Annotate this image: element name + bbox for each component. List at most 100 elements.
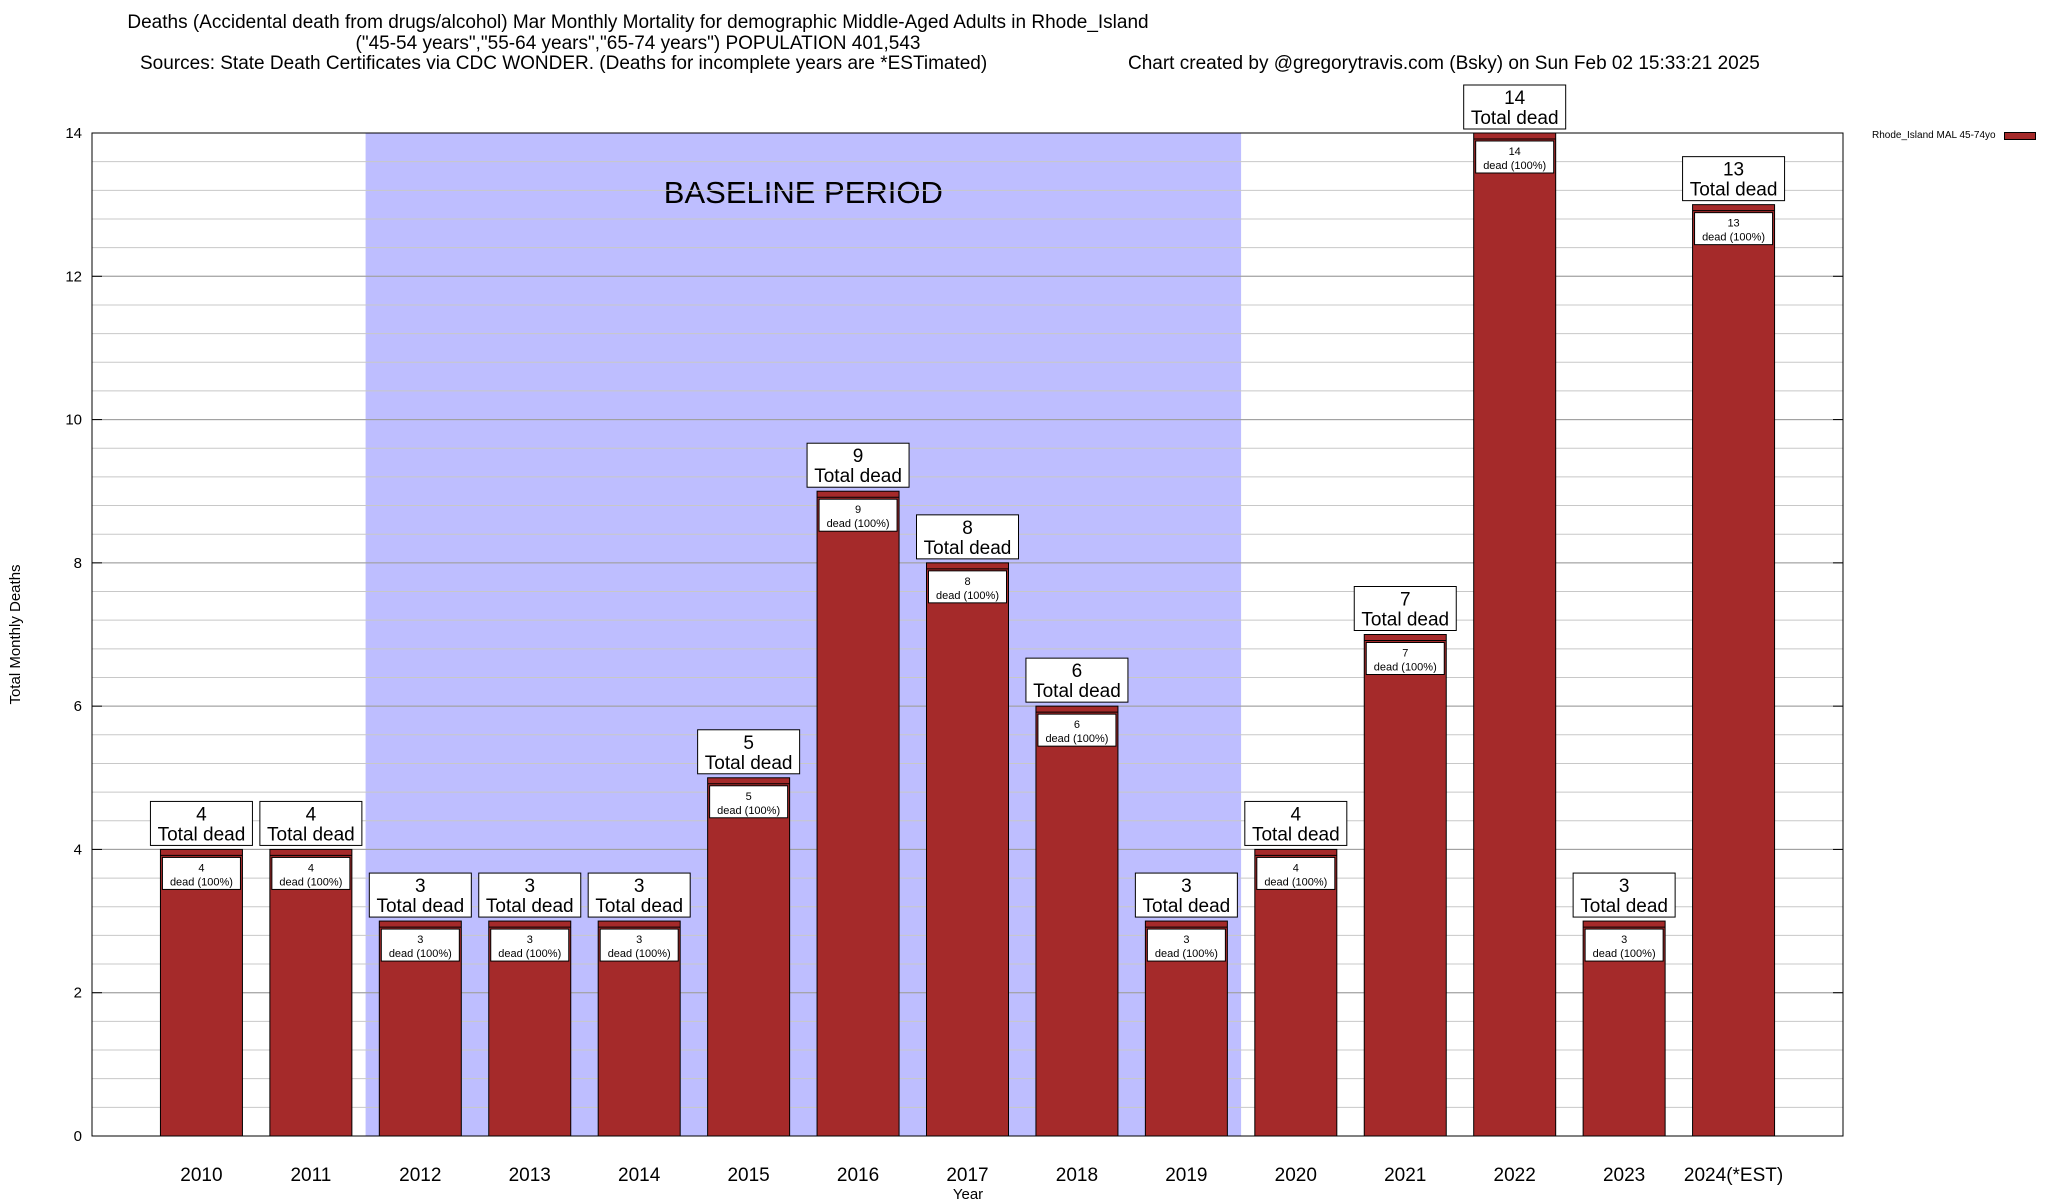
bar-total-value-label: 5 [743, 733, 754, 754]
bar [159, 848, 243, 1137]
bar-total-dead-label: Total dead [1580, 896, 1668, 917]
bar-inner-value-label: 7 [1402, 648, 1408, 660]
bar-inner-percent-label: dead (100%) [936, 590, 999, 602]
x-axis-label: Year [953, 1186, 983, 1200]
bar-inner-value-label: 5 [746, 791, 752, 803]
bar-total-label-box [149, 800, 253, 846]
bar-inner-value-label: 14 [1509, 146, 1521, 158]
bar [1473, 132, 1557, 1137]
bar-total-value-label: 3 [1619, 876, 1630, 897]
bar-total-dead-label: Total dead [1361, 610, 1449, 631]
chart-sources-note: Sources: State Death Certificates via CD… [140, 53, 988, 74]
bar-inner-value-label: 4 [308, 862, 314, 874]
x-tick-label: 2023 [1603, 1165, 1645, 1186]
bar-inner-percent-label: dead (100%) [389, 948, 452, 960]
bar-total-label-box [1244, 800, 1348, 846]
bar-inner-label-box [1694, 212, 1774, 246]
bar-inner-value-label: 3 [1183, 934, 1189, 946]
chart-title-line-2: ("45-54 years","55-64 years","65-74 year… [355, 33, 921, 54]
bar-total-label-box [1025, 657, 1129, 703]
y-tick-label: 0 [74, 1128, 82, 1145]
bar-inner-label-box [709, 785, 789, 819]
bar-inner-value-label: 13 [1727, 218, 1739, 230]
x-tick-label: 2011 [290, 1165, 331, 1186]
bar-inner-percent-label: dead (100%) [1593, 948, 1656, 960]
bar-inner-percent-label: dead (100%) [1155, 948, 1218, 960]
bar [707, 777, 791, 1137]
bar-total-dead-label: Total dead [1143, 896, 1231, 917]
bar-inner-value-label: 9 [855, 504, 861, 516]
bar-total-label-box [806, 442, 910, 488]
bar [1692, 204, 1776, 1137]
bar-inner-label-box [1256, 856, 1336, 890]
bar-total-value-label: 8 [962, 518, 973, 539]
bar [269, 848, 353, 1137]
bar-total-label-box [1572, 872, 1676, 918]
bar-inner-label-box [1584, 928, 1664, 962]
x-tick-label: 2015 [727, 1165, 769, 1186]
bar-total-label-box [1353, 586, 1457, 631]
x-tick-label: 2024(*EST) [1684, 1165, 1783, 1186]
bar-inner-label-box [1475, 140, 1555, 174]
x-tick-label: 2014 [618, 1165, 661, 1186]
y-tick-label: 14 [65, 125, 82, 142]
bar-inner-percent-label: dead (100%) [1702, 232, 1765, 244]
y-tick-label: 10 [65, 412, 82, 429]
x-tick-label: 2010 [180, 1165, 222, 1186]
bar [816, 490, 900, 1137]
bar-total-value-label: 3 [524, 876, 535, 897]
legend: Rhode_Island MAL 45-74yo [1872, 130, 2036, 141]
bar-total-value-label: 7 [1400, 590, 1411, 611]
bar-total-dead-label: Total dead [924, 538, 1012, 559]
bar-total-label-box [916, 514, 1019, 560]
bar-inner-percent-label: dead (100%) [170, 876, 233, 888]
bar-total-value-label: 4 [196, 804, 207, 825]
bar-inner-label-box [599, 928, 679, 962]
bar-total-dead-label: Total dead [814, 466, 902, 487]
bar-inner-value-label: 3 [1621, 934, 1627, 946]
y-tick-label: 6 [74, 698, 82, 715]
bar-total-dead-label: Total dead [267, 824, 355, 845]
legend-entry-label: Rhode_Island MAL 45-74yo [1872, 130, 1996, 141]
bar-inner-label-box [928, 570, 1007, 604]
bar-total-label-box [1463, 84, 1567, 130]
baseline-region-label: BASELINE PERIOD [664, 175, 943, 210]
bar [1254, 848, 1338, 1137]
bar-total-dead-label: Total dead [1033, 681, 1121, 702]
bar-inner-label-box [1037, 713, 1117, 747]
bar-inner-label-box [271, 856, 351, 890]
bar-total-label-box [368, 872, 472, 918]
y-tick-label: 2 [74, 985, 82, 1002]
bar-total-value-label: 3 [1181, 876, 1192, 897]
bar-total-dead-label: Total dead [595, 896, 683, 917]
bar-total-value-label: 6 [1072, 661, 1083, 682]
bar-total-label-box [697, 729, 801, 775]
bar-inner-label-box [380, 928, 460, 962]
bar-inner-percent-label: dead (100%) [1483, 160, 1546, 172]
y-axis-label: Total Monthly Deaths [7, 564, 24, 704]
bar-total-dead-label: Total dead [1471, 108, 1559, 129]
bar [1363, 634, 1447, 1137]
chart-credit-note: Chart created by @gregorytravis.com (Bsk… [1128, 53, 1760, 74]
bar [1035, 705, 1119, 1137]
y-tick-label: 8 [74, 555, 82, 572]
x-tick-label: 2019 [1165, 1165, 1207, 1186]
plot-border [91, 132, 1844, 1137]
bar-total-value-label: 3 [634, 876, 645, 897]
bar-inner-percent-label: dead (100%) [1374, 662, 1437, 674]
bar-inner-label-box [490, 928, 570, 962]
bar-total-value-label: 13 [1723, 160, 1744, 181]
x-tick-label: 2012 [399, 1165, 441, 1186]
bar-inner-value-label: 4 [198, 862, 204, 874]
chart-title-line-1: Deaths (Accidental death from drugs/alco… [127, 12, 1149, 33]
x-tick-label: 2020 [1275, 1165, 1317, 1186]
bar-inner-value-label: 8 [964, 576, 970, 588]
x-tick-label: 2016 [837, 1165, 879, 1186]
bar-total-value-label: 9 [853, 446, 864, 467]
bar-total-dead-label: Total dead [1690, 180, 1778, 201]
bar-total-dead-label: Total dead [1252, 824, 1340, 845]
x-tick-label: 2022 [1494, 1165, 1536, 1186]
bar-inner-label-box [818, 498, 898, 532]
x-tick-label: 2021 [1384, 1165, 1426, 1186]
x-tick-label: 2018 [1056, 1165, 1098, 1186]
